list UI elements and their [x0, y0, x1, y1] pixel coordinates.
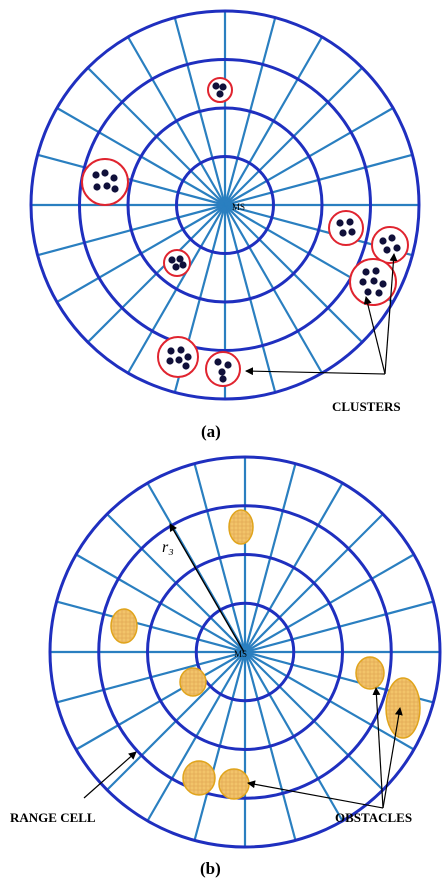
cluster-node: [336, 219, 344, 227]
clusters-label: CLUSTERS: [332, 399, 401, 414]
cluster-node: [182, 362, 190, 370]
cluster-node: [176, 255, 184, 263]
obstacle: [182, 760, 216, 796]
cluster-node: [224, 361, 232, 369]
cluster-node: [214, 358, 222, 366]
panel-b-center-label: MS: [234, 649, 247, 659]
cluster: [371, 226, 409, 264]
obstacle-arrow: [372, 687, 384, 809]
cluster-node: [372, 267, 380, 275]
cluster-node: [375, 289, 383, 297]
panel-a-rings: [29, 9, 421, 401]
panel-b-obstacles: [110, 509, 421, 800]
cluster-node: [166, 357, 174, 365]
cluster-circle: [163, 249, 191, 277]
panel-b-rings: [48, 455, 442, 849]
panel-b-ring: [48, 455, 442, 849]
cluster-node: [177, 346, 185, 354]
cluster-node: [110, 174, 118, 182]
panel-b-diagram: MS r₃ RANGE CELL OBSTACLES (b): [10, 455, 442, 878]
obstacle: [355, 656, 385, 690]
cluster-node: [370, 277, 378, 285]
range-cell-arrow: [83, 751, 137, 799]
obstacle: [110, 608, 138, 644]
cluster: [205, 351, 241, 387]
cluster-node: [172, 263, 180, 271]
cluster-node: [175, 356, 183, 364]
obstacle: [179, 667, 207, 697]
cluster-circle: [371, 226, 409, 264]
cluster: [157, 336, 199, 378]
cluster-node: [379, 237, 387, 245]
cluster-node: [111, 185, 119, 193]
panel-a-clusters: [81, 77, 409, 387]
cluster: [328, 210, 364, 246]
cluster-node: [218, 368, 226, 376]
cluster-node: [92, 171, 100, 179]
cluster-node: [388, 234, 396, 242]
cluster-node: [101, 169, 109, 177]
cluster-circle: [81, 158, 129, 206]
cluster-arrow: [245, 367, 386, 376]
cluster-circle: [207, 77, 233, 103]
cluster-node: [393, 244, 401, 252]
obstacle: [218, 768, 250, 800]
cluster-node: [348, 228, 356, 236]
panel-b-caption: (b): [200, 859, 221, 878]
panel-a-caption: (a): [201, 422, 221, 441]
cluster-node: [346, 218, 354, 226]
cluster-node: [184, 353, 192, 361]
cluster-node: [179, 261, 187, 269]
radius-label: r₃: [162, 539, 174, 556]
cluster-circle: [328, 210, 364, 246]
cluster-node: [93, 183, 101, 191]
cluster-node: [339, 229, 347, 237]
cluster-node: [362, 268, 370, 276]
panel-b-ring: [146, 553, 344, 751]
obstacle: [385, 677, 421, 739]
panel-a-center-label: MS: [232, 202, 245, 212]
obstacles-label: OBSTACLES: [335, 810, 412, 825]
radius-arrow: [169, 523, 245, 653]
obstacle-arrow: [247, 780, 384, 809]
cluster-node: [383, 246, 391, 254]
cluster-node: [364, 288, 372, 296]
cluster-arrow: [384, 253, 398, 375]
panel-a-ring: [175, 155, 275, 255]
panel-a-ring: [29, 9, 421, 401]
panel-a-diagram: MS CLUSTERS (a): [29, 9, 421, 441]
panel-a-spokes: [31, 11, 419, 399]
cluster-node: [359, 278, 367, 286]
panel-b-ring: [194, 601, 296, 703]
cluster-node: [167, 347, 175, 355]
cluster-node: [212, 82, 220, 90]
cluster: [81, 158, 129, 206]
cluster-node: [219, 375, 227, 383]
panel-a-ring: [78, 58, 372, 352]
obstacle: [228, 509, 254, 545]
cluster: [349, 258, 397, 306]
cluster-node: [379, 280, 387, 288]
cluster-node: [216, 90, 224, 98]
cluster-node: [103, 182, 111, 190]
cluster-arrow: [363, 296, 386, 375]
cluster: [207, 77, 233, 103]
cluster-node: [219, 83, 227, 91]
panel-b-ring: [97, 504, 393, 800]
panel-a-ring: [126, 106, 324, 304]
obstacle-arrow: [382, 707, 403, 809]
range-cell-label: RANGE CELL: [10, 810, 96, 825]
cluster-node: [168, 256, 176, 264]
cluster: [163, 249, 191, 277]
